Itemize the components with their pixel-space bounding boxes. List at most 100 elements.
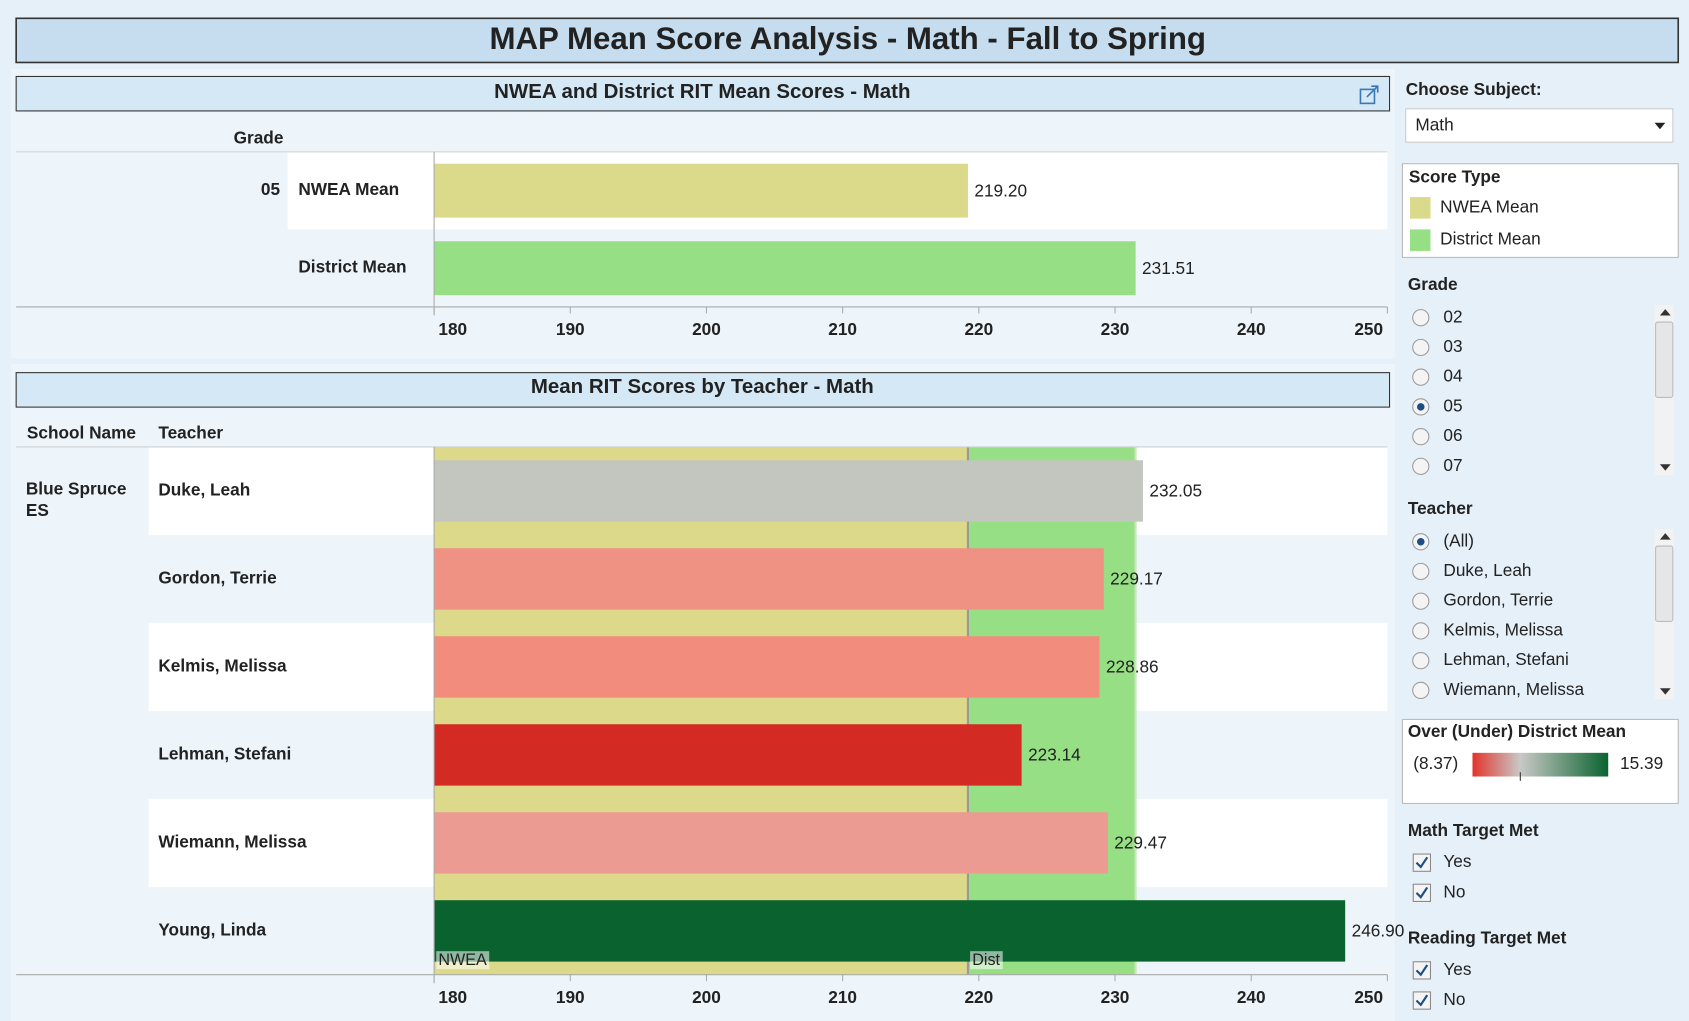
radio[interactable] [1412,592,1430,610]
value-label: 232.05 [1149,481,1202,501]
radio[interactable] [1412,368,1430,386]
filter-label: Grade [1408,274,1458,294]
plots: NWEA Mean 219.20 District Mean 231.51 180 190… [16,151,1405,1007]
x-tick-label: 230 [1101,319,1130,339]
chart-header [15,372,1391,408]
category-label: Gordon, Terrie [158,567,276,587]
checkbox[interactable] [1412,991,1432,1010]
checkbox-label: No [1443,881,1465,901]
bar [434,724,1022,786]
bar [434,812,1108,874]
column-header: School Name [27,423,136,443]
color-ramp [1472,752,1609,777]
dashboard-title: MAP Mean Score Analysis - Math - Fall to… [489,21,1205,56]
bar [434,460,1143,522]
bar [434,241,1136,296]
value-label: 223.14 [1028,745,1081,765]
radio-label: Lehman, Stefani [1443,649,1568,669]
dropdown[interactable] [1405,108,1674,143]
radio-label: Duke, Leah [1443,560,1531,580]
row-header: Grade [234,127,284,147]
scroll-thumb [1655,545,1674,622]
checkmark [1415,964,1429,977]
x-tick-label: 240 [1237,987,1266,1007]
scroll-down [1659,688,1671,695]
x-tick-label: 200 [692,319,721,339]
radio-label: Kelmis, Melissa [1443,619,1563,639]
value-label: 231.51 [1142,258,1195,278]
category-label: Lehman, Stefani [158,743,291,763]
category-label: District Mean [298,257,406,277]
filter-label: Math Target Met [1408,820,1539,840]
checkbox[interactable] [1412,853,1432,872]
legend-swatch [1410,197,1431,219]
chart-title: Mean RIT Scores by Teacher - Math [531,375,874,398]
legend-box [1401,163,1679,258]
x-tick-label: 200 [692,987,721,1007]
reference-band [434,446,968,975]
checkbox[interactable] [1412,961,1432,980]
scroll-thumb [1655,321,1674,398]
checkbox-label: Yes [1443,959,1471,979]
popout-icon[interactable] [1359,85,1379,105]
x-tick-label: 190 [556,319,585,339]
checkbox-label: Yes [1443,851,1471,871]
column-header: Teacher [158,423,223,443]
radio-label: Gordon, Terrie [1443,590,1553,610]
filter-label: Reading Target Met [1408,928,1567,948]
radio-dot [1417,537,1425,546]
legend-label: NWEA Mean [1440,196,1539,216]
radio-label: Wiemann, Melissa [1443,679,1584,699]
radio[interactable] [1412,309,1430,327]
category-label: NWEA Mean [298,179,399,199]
x-tick-label: 210 [828,319,857,339]
radio[interactable] [1412,681,1430,699]
x-tick-label: 180 [438,319,467,339]
x-tick-label: 230 [1101,987,1130,1007]
radio[interactable] [1412,457,1430,475]
legend-label: District Mean [1440,229,1540,249]
category-label: Young, Linda [158,919,266,939]
value-label: 219.20 [974,180,1027,200]
category-label: Wiemann, Melissa [158,831,307,851]
radio[interactable] [1412,652,1430,670]
radio-label: 07 [1443,455,1462,475]
radio[interactable] [1412,622,1430,640]
chart-header [15,75,1391,112]
legend-swatch [1410,229,1431,251]
dropdown-value: Math [1415,115,1453,135]
value-label: 228.86 [1106,657,1159,677]
radio-label: 06 [1443,425,1462,445]
radio[interactable] [1412,428,1430,446]
x-tick-label: 180 [438,987,467,1007]
reference-label: Dist [972,951,1000,969]
bar [434,636,1100,698]
x-tick-label: 250 [1354,319,1383,339]
reference-label: NWEA [438,951,487,969]
radio-label: 02 [1443,306,1462,326]
dropdown-arrow[interactable] [1654,122,1666,130]
chart-title: NWEA and District RIT Mean Scores - Math [494,80,910,103]
value-label: 246.90 [1352,921,1405,941]
checkmark [1415,994,1429,1007]
x-tick-label: 240 [1237,319,1266,339]
x-tick-label: 190 [556,987,585,1007]
category-label: Duke, Leah [158,480,250,500]
radio-label: 05 [1443,395,1462,415]
radio[interactable] [1412,338,1430,357]
x-tick-label: 250 [1354,987,1383,1007]
checkbox-label: No [1443,989,1465,1009]
bar [434,163,968,218]
sidebar: Choose Subject: Math Score Type Over (Un… [1401,79,1679,1010]
x-tick-label: 210 [828,987,857,1007]
radio-label: 04 [1443,366,1463,386]
bar [434,548,1104,610]
title-bar [15,17,1680,64]
bar [434,900,1346,962]
checkbox[interactable] [1412,883,1432,902]
radio[interactable] [1412,562,1430,581]
filter-label: Teacher [1408,498,1473,518]
group-label: Blue Spruce ES [25,480,127,521]
